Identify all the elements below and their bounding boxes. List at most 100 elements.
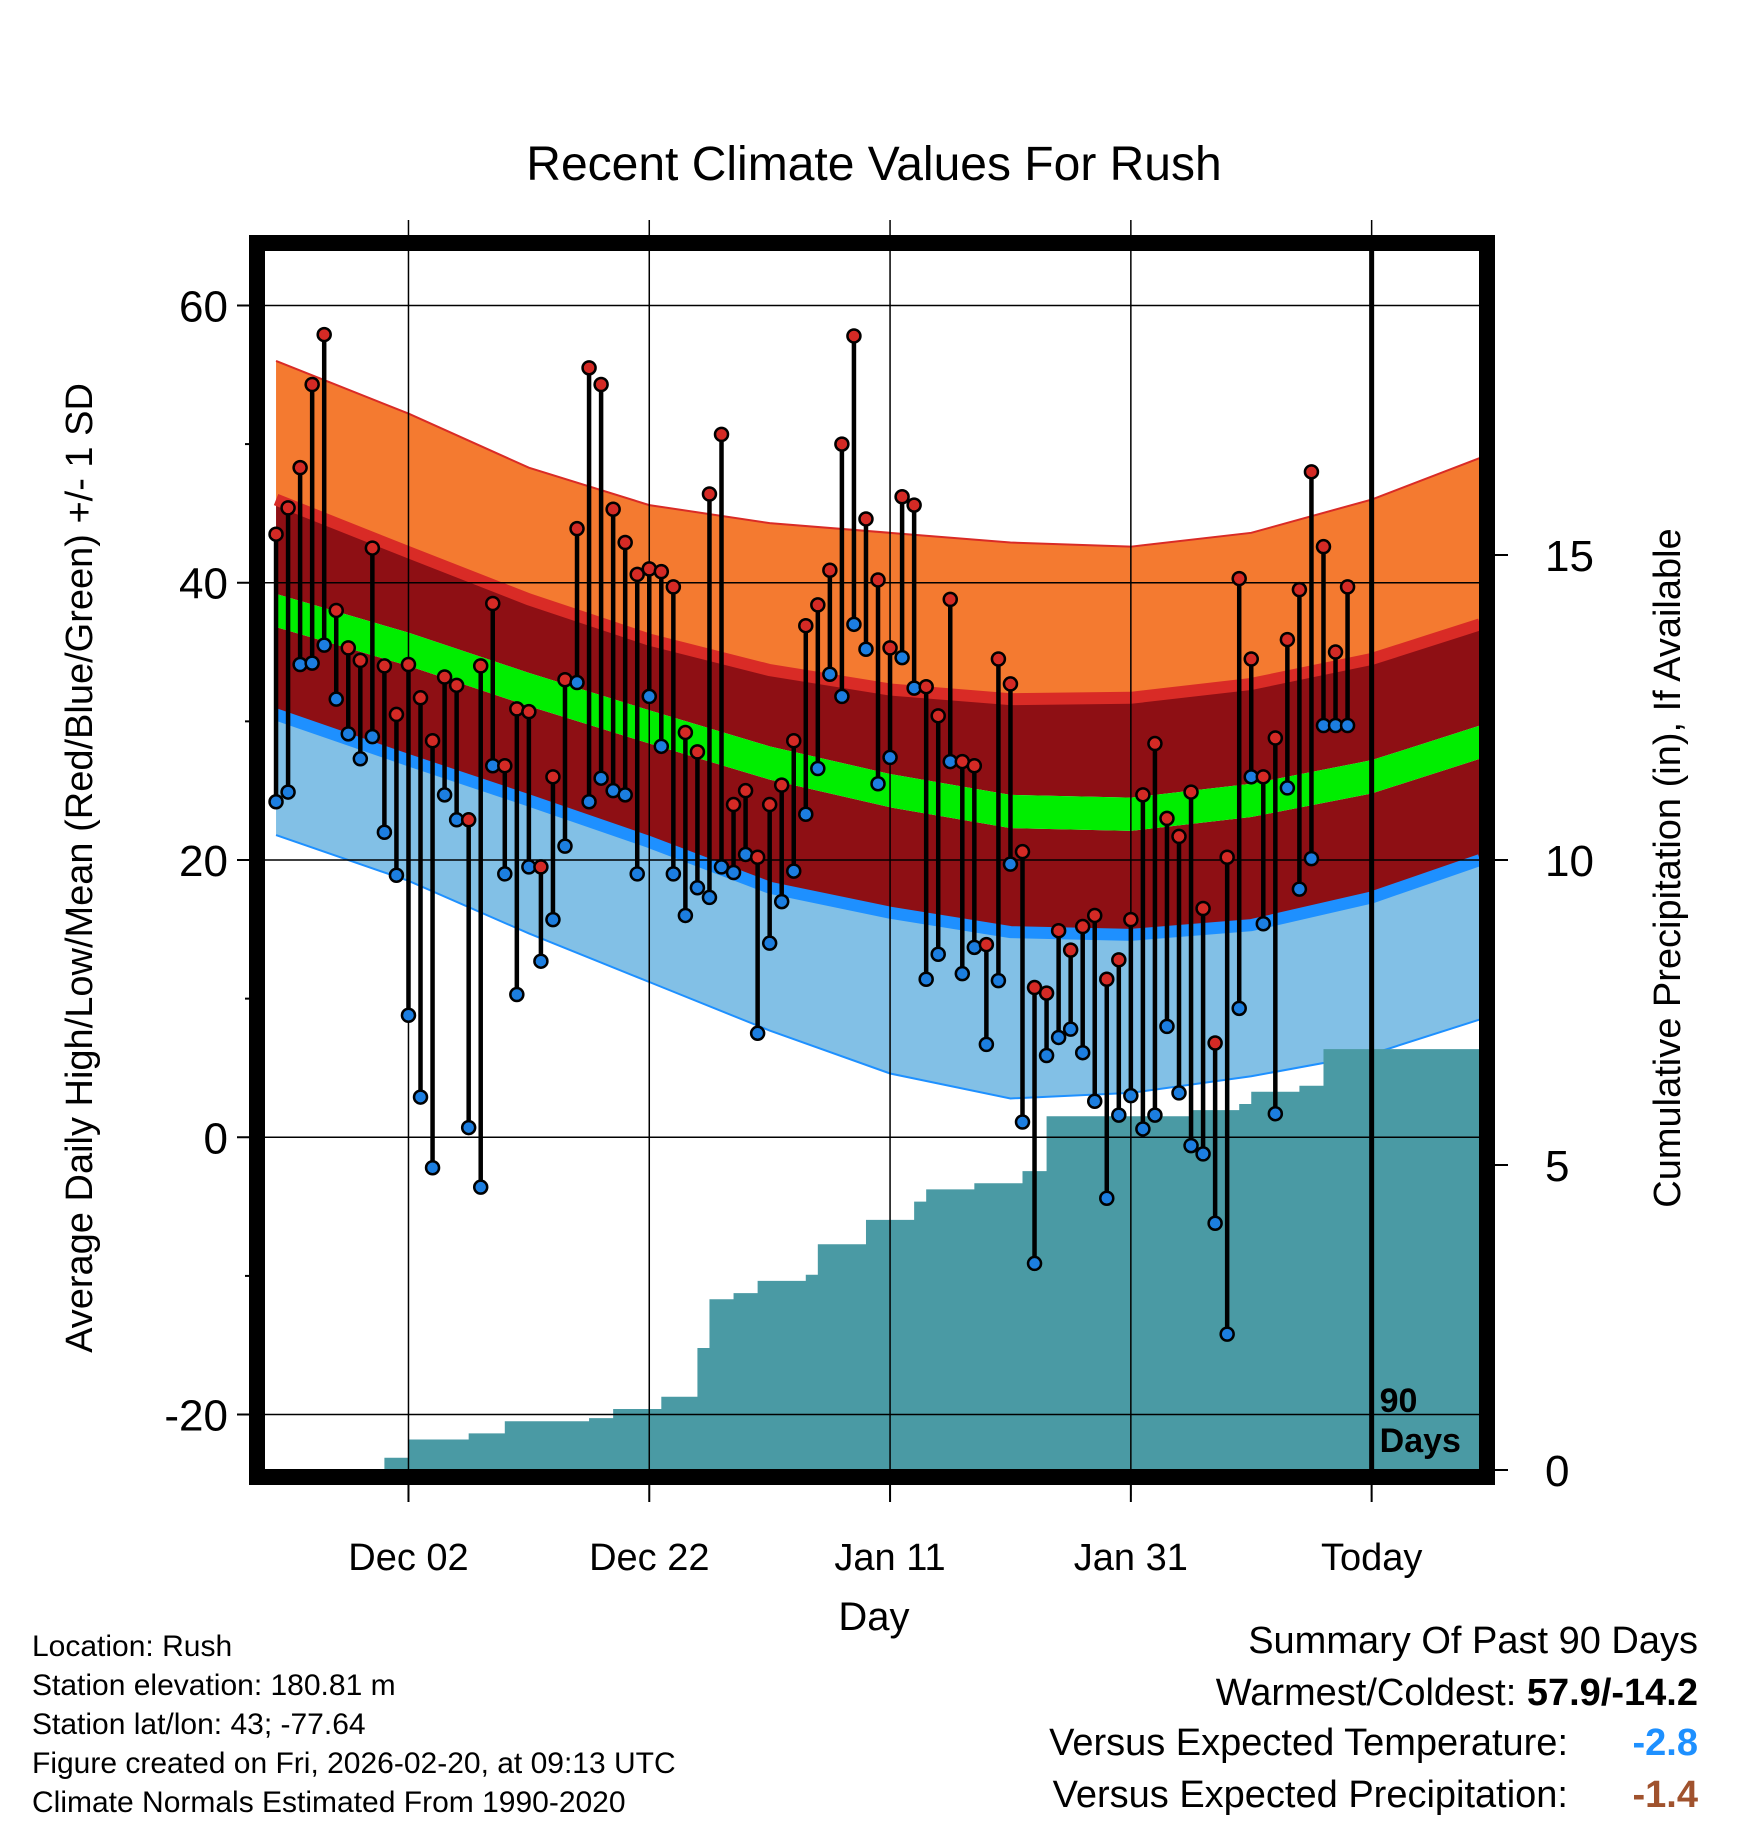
daily-high-point [798, 617, 814, 634]
daily-high-point [593, 376, 609, 393]
daily-high-point [701, 486, 718, 502]
daily-low-point [918, 971, 934, 987]
daily-high-point [1279, 631, 1296, 648]
daily-high-point [1014, 843, 1031, 860]
daily-low-point [581, 794, 597, 810]
daily-high-point [280, 500, 296, 516]
daily-high-point [1267, 730, 1284, 746]
daily-low-point [773, 893, 790, 910]
daily-high-point [340, 640, 357, 656]
daily-high-point [629, 566, 645, 583]
daily-high-point [605, 501, 621, 517]
daily-low-point [749, 1025, 766, 1042]
daily-low-point [1267, 1105, 1284, 1122]
daily-low-point [1147, 1107, 1163, 1123]
daily-low-point [472, 1179, 489, 1195]
daily-low-point [1111, 1107, 1127, 1123]
daily-high-point [268, 526, 284, 542]
daily-low-point [1219, 1326, 1235, 1342]
daily-high-point [424, 733, 441, 749]
daily-low-point [930, 946, 946, 963]
daily-low-point [280, 784, 296, 800]
daily-low-point [509, 986, 525, 1003]
daily-high-point [1123, 911, 1139, 928]
daily-low-point [798, 806, 814, 822]
daily-high-point [966, 757, 983, 774]
daily-low-point [340, 726, 357, 742]
daily-high-point [388, 706, 405, 723]
daily-low-point [641, 688, 658, 705]
daily-high-point [1111, 952, 1127, 968]
daily-high-point [533, 859, 549, 875]
meta-location: Location: Rush [32, 1630, 233, 1663]
daily-high-point [1207, 1035, 1223, 1051]
daily-low-point [1062, 1021, 1079, 1037]
daily-low-point [1135, 1121, 1151, 1137]
daily-high-point [1219, 849, 1235, 865]
y-tick-label: 40 [179, 560, 228, 609]
mean-to-high-band [276, 499, 1481, 798]
daily-high-point [292, 459, 308, 476]
daily-high-point [485, 595, 501, 612]
daily-low-point [424, 1160, 441, 1176]
daily-high-point [1327, 644, 1344, 660]
summary-precip-label: Versus Expected Precipitation: [1052, 1774, 1568, 1816]
daily-high-point [1002, 676, 1019, 692]
daily-low-point [810, 760, 826, 777]
daily-low-point [412, 1089, 429, 1105]
daily-low-point [870, 776, 886, 792]
meta-created: Figure created on Fri, 2026-02-20, at 09… [32, 1747, 676, 1780]
daily-high-point [448, 677, 465, 694]
daily-high-point [990, 651, 1007, 667]
daily-high-point [545, 769, 561, 785]
daily-high-point [460, 812, 477, 828]
summary-temp-value: -2.8 [1632, 1722, 1698, 1764]
daily-high-point [665, 579, 682, 595]
y-tick-label: 60 [179, 282, 228, 331]
daily-high-point [1231, 570, 1247, 587]
daily-high-point [1303, 464, 1320, 480]
daily-high-point [400, 656, 417, 673]
precip-tick-label: 0 [1545, 1447, 1569, 1496]
precip-tick-label: 15 [1545, 532, 1594, 581]
daily-low-point [460, 1119, 477, 1136]
today-marker-label: 90 [1380, 1382, 1418, 1420]
daily-low-point [665, 866, 682, 882]
daily-low-point [822, 666, 838, 682]
daily-high-point [328, 602, 344, 619]
precip-tick-label: 5 [1545, 1142, 1569, 1191]
daily-low-point [316, 637, 332, 653]
daily-low-point [1291, 881, 1308, 897]
daily-high-point [773, 777, 790, 793]
daily-high-point [894, 489, 910, 505]
precip-tick-label: 10 [1545, 837, 1594, 886]
daily-low-point [1038, 1047, 1055, 1064]
summary-precip-value: -1.4 [1632, 1774, 1698, 1816]
daily-low-point [1207, 1215, 1223, 1231]
daily-low-point [1183, 1137, 1199, 1154]
daily-high-point [749, 849, 766, 865]
daily-high-point [1159, 810, 1175, 827]
daily-high-point [1099, 971, 1115, 987]
daily-high-point [882, 640, 898, 656]
daily-high-point [1147, 735, 1163, 752]
daily-low-point [388, 867, 405, 883]
daily-high-point [822, 562, 838, 578]
daily-high-point [689, 744, 706, 760]
x-tick-label: Jan 11 [834, 1537, 945, 1579]
daily-high-point [846, 328, 862, 344]
x-tick-label: Today [1321, 1537, 1422, 1579]
summary-temp-label: Versus Expected Temperature: [1049, 1722, 1568, 1764]
daily-low-point [1086, 1093, 1103, 1109]
daily-high-point [1291, 581, 1308, 598]
daily-high-point [497, 757, 513, 774]
daily-low-point [436, 787, 453, 803]
daily-high-point [1074, 918, 1091, 935]
daily-low-point [497, 866, 513, 882]
daily-low-point [846, 616, 862, 633]
daily-low-point [1074, 1044, 1091, 1061]
daily-low-point [834, 688, 850, 705]
daily-low-point [400, 1007, 417, 1024]
daily-low-point [990, 972, 1007, 989]
